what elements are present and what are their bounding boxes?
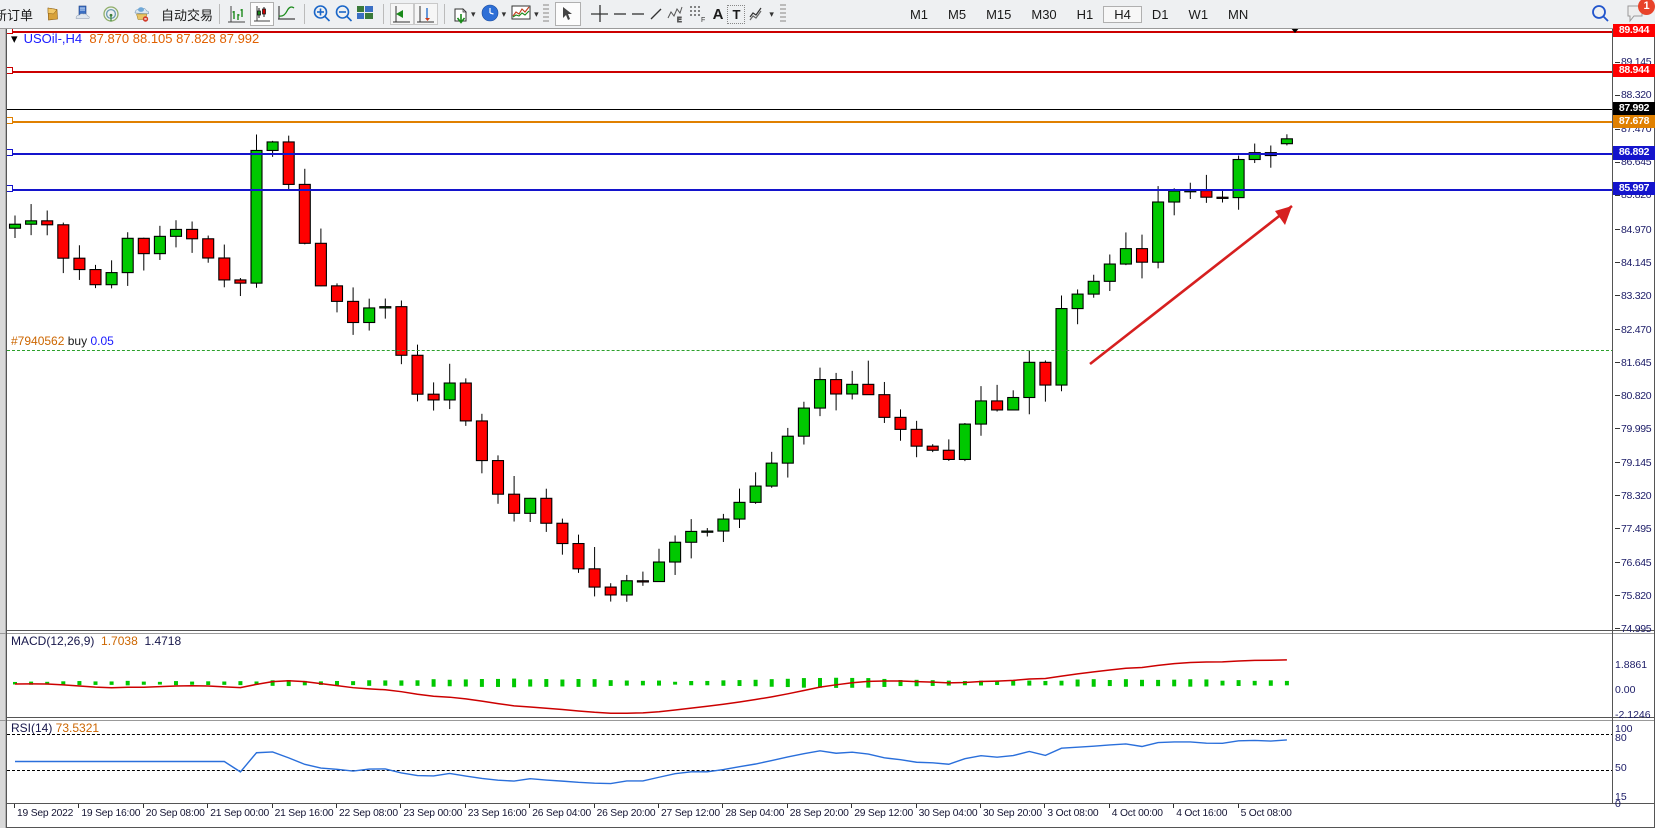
svg-text:F: F (701, 17, 705, 24)
svg-text:E: E (677, 17, 682, 24)
